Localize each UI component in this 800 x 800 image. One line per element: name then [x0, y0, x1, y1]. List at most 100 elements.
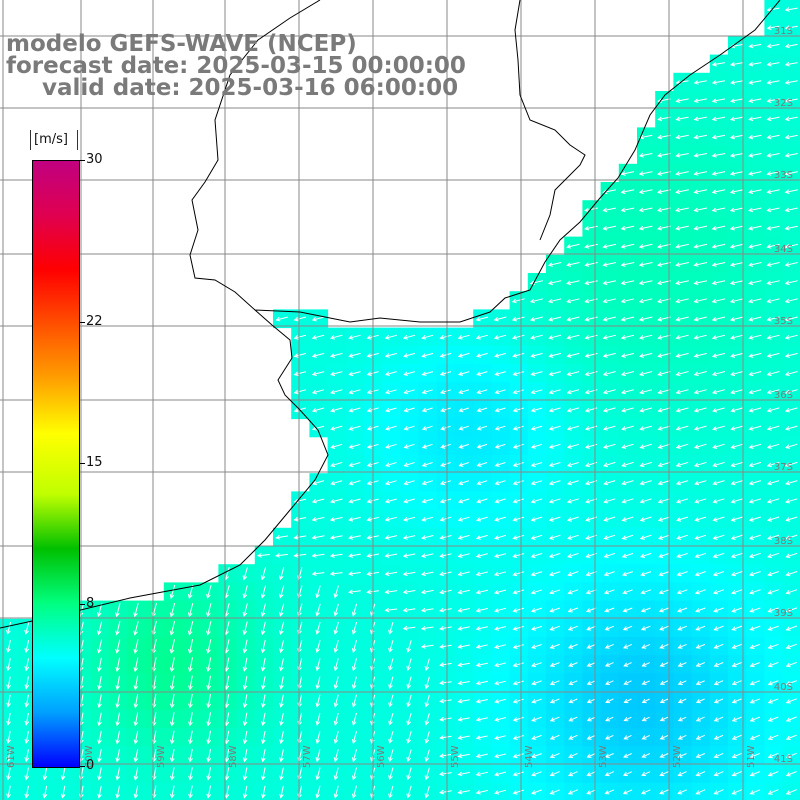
- wind-arrow-head: [384, 517, 390, 522]
- wind-arrow-head: [279, 648, 284, 654]
- wind-arrow-head: [766, 298, 772, 304]
- wind-arrow-head: [621, 462, 627, 468]
- wind-arrow: [404, 425, 415, 430]
- wind-arrow-head: [586, 717, 592, 722]
- wind-arrow-head: [584, 298, 590, 304]
- wind-arrow-head: [586, 753, 592, 758]
- wind-arrow: [676, 298, 689, 303]
- wind-arrow: [171, 675, 175, 690]
- wind-arrow: [696, 662, 705, 667]
- wind-arrow-head: [24, 757, 30, 763]
- wind-arrow: [225, 712, 230, 726]
- wind-arrow: [694, 298, 708, 303]
- wind-arrow: [440, 717, 452, 721]
- wind-arrow-head: [366, 371, 372, 376]
- wind-arrow-head: [293, 498, 299, 504]
- wind-arrow: [749, 316, 762, 321]
- wind-arrow-head: [784, 280, 790, 286]
- wind-arrow: [440, 589, 452, 594]
- wind-arrow-head: [749, 699, 755, 704]
- wind-arrow: [407, 676, 412, 689]
- wind-arrow: [695, 552, 707, 558]
- wind-arrow-head: [494, 753, 500, 759]
- wind-arrow-head: [620, 298, 626, 304]
- wind-arrow: [422, 516, 434, 521]
- wind-arrow: [513, 735, 524, 740]
- wind-arrow-head: [115, 721, 120, 727]
- wind-arrow-head: [693, 207, 699, 213]
- wind-arrow-head: [585, 571, 591, 577]
- wind-arrow: [404, 480, 415, 485]
- wind-arrow-head: [384, 480, 391, 486]
- wind-arrow-head: [695, 680, 701, 686]
- wind-arrow: [280, 767, 284, 780]
- wind-arrow-head: [567, 571, 573, 577]
- wind-arrow-head: [729, 316, 736, 322]
- wind-arrow-head: [749, 662, 755, 668]
- wind-arrow-head: [675, 134, 681, 140]
- wind-arrow: [639, 280, 653, 284]
- wind-arrow-head: [622, 790, 628, 795]
- wind-arrow-head: [711, 134, 717, 140]
- wind-arrow-head: [730, 61, 736, 67]
- wind-arrow: [261, 621, 266, 635]
- wind-arrow-head: [424, 757, 430, 763]
- wind-arrow: [134, 785, 139, 798]
- wind-arrow-head: [494, 535, 500, 540]
- wind-arrow-head: [639, 444, 645, 449]
- wind-arrow-head: [530, 571, 536, 577]
- wind-arrow: [621, 280, 635, 284]
- wind-arrow-head: [494, 771, 500, 777]
- wind-arrow: [495, 662, 506, 667]
- wind-arrow-head: [731, 790, 737, 795]
- wind-arrow: [422, 425, 433, 430]
- wind-arrow-head: [620, 244, 626, 249]
- wind-arrow: [407, 658, 412, 671]
- colorbar-tick: [79, 604, 85, 606]
- wind-arrow-head: [494, 608, 500, 613]
- wind-arrow: [495, 735, 506, 739]
- wind-arrow-head: [784, 225, 790, 231]
- wind-arrow-head: [639, 480, 645, 486]
- wind-arrow: [153, 767, 157, 780]
- wind-arrow-head: [424, 666, 430, 672]
- wind-arrow-head: [677, 608, 682, 613]
- wind-arrow-head: [639, 426, 645, 431]
- wind-arrow-head: [766, 280, 772, 286]
- wind-arrow: [385, 443, 397, 448]
- wind-arrow-head: [494, 517, 500, 522]
- wind-arrow: [640, 407, 653, 412]
- colorbar-tick-label: 15: [86, 455, 103, 470]
- wind-arrow-head: [457, 571, 463, 577]
- wind-arrow: [62, 785, 66, 798]
- wind-arrow-head: [603, 571, 609, 577]
- wind-arrow-head: [548, 335, 554, 340]
- wind-arrow-head: [730, 371, 736, 377]
- wind-arrow: [695, 607, 706, 612]
- wind-arrow: [603, 407, 616, 412]
- wind-arrow-head: [385, 389, 391, 395]
- wind-arrow: [569, 680, 578, 685]
- wind-arrow: [421, 608, 434, 612]
- wind-arrow: [476, 626, 489, 630]
- wind-arrow-head: [476, 498, 482, 504]
- wind-arrow: [603, 207, 617, 212]
- latitude-label: 37S: [774, 462, 793, 473]
- wind-arrow-head: [656, 244, 662, 249]
- wind-arrow: [695, 589, 706, 594]
- wind-arrow: [385, 462, 397, 467]
- wind-arrow: [262, 676, 266, 689]
- wind-arrow-head: [767, 753, 773, 759]
- wind-arrow: [531, 498, 543, 503]
- wind-arrow-head: [767, 608, 773, 613]
- wind-arrow-head: [384, 589, 390, 595]
- wind-arrow: [603, 443, 616, 448]
- wind-arrow: [767, 62, 780, 66]
- wind-arrow: [786, 589, 798, 594]
- wind-arrow-head: [457, 607, 463, 613]
- wind-arrow-head: [439, 607, 445, 613]
- wind-arrow-head: [620, 280, 626, 286]
- wind-arrow: [639, 334, 653, 339]
- wind-arrow: [676, 207, 689, 212]
- wind-arrow-head: [458, 407, 464, 413]
